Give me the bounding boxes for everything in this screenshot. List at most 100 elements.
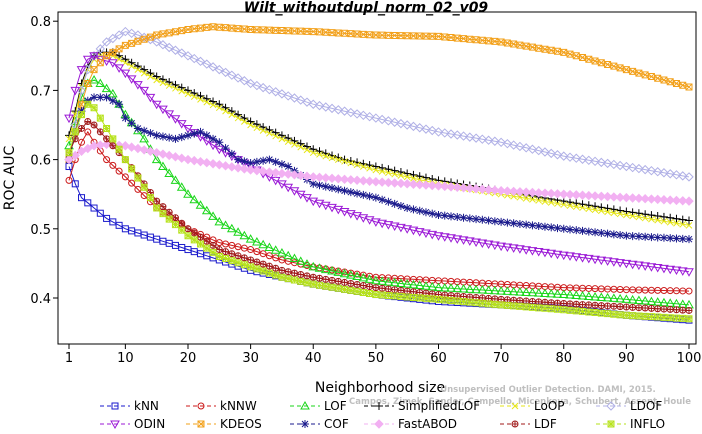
data-point xyxy=(184,26,192,34)
data-point xyxy=(433,127,444,137)
marker-cross xyxy=(222,248,229,255)
data-point xyxy=(371,162,380,171)
data-point xyxy=(284,134,293,143)
data-point xyxy=(427,281,438,291)
data-point xyxy=(659,168,669,178)
data-point xyxy=(447,212,456,221)
marker-cross xyxy=(241,254,248,261)
marker-cross xyxy=(610,303,617,310)
data-point xyxy=(128,39,136,47)
data-point xyxy=(533,188,544,198)
marker-cross xyxy=(216,246,223,253)
marker-cross xyxy=(322,276,329,283)
data-point xyxy=(610,62,618,70)
data-point xyxy=(652,297,663,306)
data-point xyxy=(107,59,118,68)
data-point xyxy=(402,279,413,288)
data-point xyxy=(685,235,693,244)
data-point xyxy=(346,188,355,197)
data-point xyxy=(170,45,181,55)
series-kdeos xyxy=(65,23,693,164)
data-point xyxy=(389,178,400,188)
data-point xyxy=(641,210,650,219)
data-point xyxy=(215,104,223,112)
data-point xyxy=(515,219,524,228)
data-point xyxy=(239,76,250,86)
marker-cross xyxy=(635,304,642,311)
data-point xyxy=(609,192,619,202)
data-point xyxy=(540,288,550,298)
data-point xyxy=(659,212,668,221)
data-point xyxy=(359,282,367,290)
data-point xyxy=(375,402,383,410)
data-point xyxy=(616,231,625,240)
data-point xyxy=(533,288,544,297)
data-point xyxy=(197,402,205,410)
data-point xyxy=(265,252,273,260)
data-point xyxy=(78,111,86,119)
data-point xyxy=(96,93,105,102)
data-point xyxy=(333,105,344,115)
data-point xyxy=(277,160,286,169)
data-point xyxy=(571,290,582,300)
data-point xyxy=(309,149,317,157)
legend-label: LoOP xyxy=(534,399,565,413)
series-line xyxy=(68,55,690,226)
data-point xyxy=(234,243,242,251)
data-point xyxy=(171,28,179,36)
data-point xyxy=(158,75,167,84)
data-point xyxy=(508,140,519,150)
data-point xyxy=(228,257,236,265)
marker-cross xyxy=(623,303,630,310)
data-point xyxy=(65,135,73,143)
data-point xyxy=(484,216,493,225)
marker-cross xyxy=(573,301,580,308)
data-point xyxy=(259,127,267,134)
data-point xyxy=(271,157,280,166)
data-point xyxy=(302,259,312,268)
data-point xyxy=(277,248,287,257)
data-point xyxy=(345,210,356,219)
data-point xyxy=(171,214,179,222)
data-point xyxy=(364,216,375,225)
data-point xyxy=(201,205,212,215)
data-point xyxy=(396,178,406,189)
data-point xyxy=(320,201,331,211)
data-point xyxy=(289,93,300,103)
data-point xyxy=(126,75,137,84)
data-point xyxy=(110,420,120,430)
data-point xyxy=(396,168,405,177)
data-point xyxy=(215,138,224,147)
data-point xyxy=(133,124,142,133)
data-point xyxy=(403,287,411,295)
data-point xyxy=(359,163,367,170)
data-point xyxy=(591,206,599,214)
data-point xyxy=(515,187,525,197)
data-point xyxy=(371,193,380,202)
data-point xyxy=(422,294,430,302)
marker-cross xyxy=(529,298,536,305)
data-point xyxy=(552,250,563,260)
data-point xyxy=(289,253,300,263)
data-point xyxy=(364,274,375,283)
data-point xyxy=(389,117,400,127)
data-point xyxy=(128,179,136,187)
data-point xyxy=(214,160,225,170)
data-point xyxy=(195,56,206,67)
data-point xyxy=(540,222,549,231)
data-point xyxy=(128,62,135,70)
data-point xyxy=(472,215,481,224)
legend-item-knn: kNN xyxy=(100,399,159,413)
data-point xyxy=(602,158,613,169)
data-point xyxy=(553,305,561,313)
data-point xyxy=(635,213,643,221)
data-point xyxy=(101,57,112,66)
data-point xyxy=(396,118,406,129)
data-point xyxy=(672,214,681,223)
data-point xyxy=(510,302,518,310)
data-point xyxy=(283,91,293,101)
data-point xyxy=(541,304,549,312)
data-point xyxy=(591,301,599,309)
data-point xyxy=(328,276,336,284)
legend-label: kNNW xyxy=(220,399,257,413)
